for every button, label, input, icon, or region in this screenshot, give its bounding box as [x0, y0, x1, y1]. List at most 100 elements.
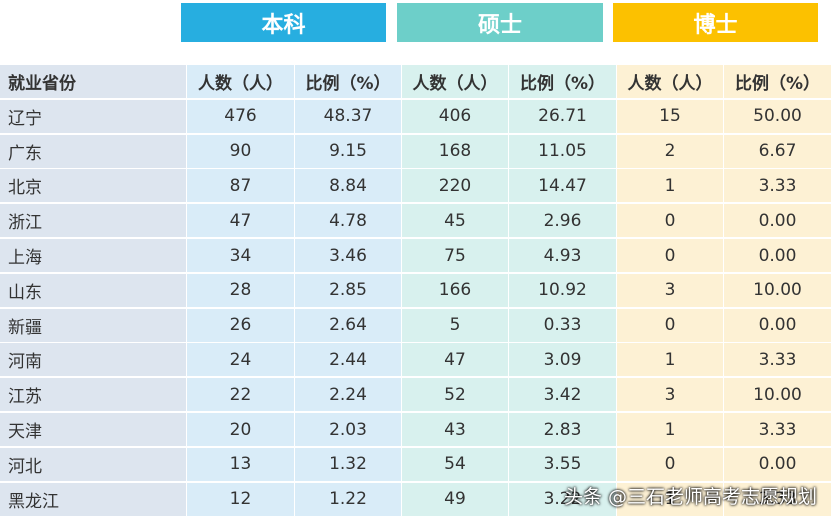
- table-cell: 0: [617, 308, 723, 342]
- table-cell: 0.00: [724, 239, 831, 272]
- table-cell: 10.00: [724, 378, 831, 412]
- table-cell: 1.32: [295, 447, 401, 481]
- header-row: 就业省份 人数（人） 比例（%） 人数（人） 比例（%） 人数（人） 比例（%）: [0, 65, 831, 98]
- table-row: 广东 90 9.15 168 11.05 2 6.67: [0, 134, 831, 168]
- table-cell: 49: [402, 482, 508, 516]
- table-row: 天津 20 2.03 43 2.83 1 3.33: [0, 413, 831, 446]
- table-cell: 5: [402, 308, 508, 342]
- table-cell: 河北: [0, 447, 186, 481]
- table-cell: 1: [617, 169, 723, 203]
- table-cell: 江苏: [0, 378, 186, 412]
- table-cell: 26: [187, 308, 294, 342]
- table-cell: 2.85: [295, 273, 401, 307]
- column-header: 人数（人）: [617, 65, 723, 98]
- table-cell: 0: [617, 447, 723, 481]
- table-cell: 2.03: [295, 413, 401, 446]
- table-cell: 0.00: [724, 308, 831, 342]
- table-cell: 0.00: [724, 447, 831, 481]
- table-row: 江苏 22 2.24 52 3.42 3 10.00: [0, 378, 831, 412]
- table-cell: 1.22: [295, 482, 401, 516]
- table-cell: 黑龙江: [0, 482, 186, 516]
- table-row: 辽宁 476 48.37 406 26.71 15 50.00: [0, 99, 831, 133]
- table-cell: 0: [617, 239, 723, 272]
- table-cell: 3.09: [509, 343, 616, 377]
- table-cell: 26.71: [509, 99, 616, 133]
- table-row: 山东 28 2.85 166 10.92 3 10.00: [0, 273, 831, 307]
- table-cell: 4.93: [509, 239, 616, 272]
- table-cell: 34: [187, 239, 294, 272]
- table-cell: 166: [402, 273, 508, 307]
- column-header: 人数（人）: [187, 65, 294, 98]
- table-cell: 1: [617, 482, 723, 516]
- group-header: 博士: [613, 3, 818, 42]
- table-cell: 3.33: [724, 343, 831, 377]
- table-cell: 406: [402, 99, 508, 133]
- group-header: 本科: [181, 3, 386, 42]
- table-cell: 2.44: [295, 343, 401, 377]
- table-cell: 15: [617, 99, 723, 133]
- table-cell: 天津: [0, 413, 186, 446]
- table-cell: 4.78: [295, 204, 401, 238]
- table-cell: 1: [617, 343, 723, 377]
- table-cell: 10.92: [509, 273, 616, 307]
- table-cell: 1: [617, 413, 723, 446]
- table-cell: 24: [187, 343, 294, 377]
- table-cell: 山东: [0, 273, 186, 307]
- table-cell: 广东: [0, 134, 186, 168]
- table-cell: 河南: [0, 343, 186, 377]
- table-cell: 3.33: [724, 482, 831, 516]
- table-row: 黑龙江 12 1.22 49 3.22 1 3.33: [0, 482, 831, 516]
- table-row: 河南 24 2.44 47 3.09 1 3.33: [0, 343, 831, 377]
- table-cell: 3.22: [509, 482, 616, 516]
- table-cell: 2.96: [509, 204, 616, 238]
- column-header: 比例（%）: [509, 65, 616, 98]
- table-cell: 45: [402, 204, 508, 238]
- table-cell: 0: [617, 204, 723, 238]
- table-cell: 220: [402, 169, 508, 203]
- column-header: 人数（人）: [402, 65, 508, 98]
- table-cell: 6.67: [724, 134, 831, 168]
- table-cell: 3.42: [509, 378, 616, 412]
- table-cell: 北京: [0, 169, 186, 203]
- table-cell: 10.00: [724, 273, 831, 307]
- table-cell: 75: [402, 239, 508, 272]
- table-cell: 3.33: [724, 413, 831, 446]
- table-cell: 20: [187, 413, 294, 446]
- table-cell: 476: [187, 99, 294, 133]
- group-header: 硕士: [397, 3, 603, 42]
- table-cell: 0.00: [724, 204, 831, 238]
- table-cell: 168: [402, 134, 508, 168]
- table-cell: 8.84: [295, 169, 401, 203]
- column-header: 就业省份: [0, 65, 186, 98]
- table-row: 北京 87 8.84 220 14.47 1 3.33: [0, 169, 831, 203]
- table-cell: 3.33: [724, 169, 831, 203]
- table-cell: 52: [402, 378, 508, 412]
- table-cell: 3: [617, 273, 723, 307]
- table-cell: 2.64: [295, 308, 401, 342]
- table-cell: 3.46: [295, 239, 401, 272]
- table-cell: 22: [187, 378, 294, 412]
- column-header: 比例（%）: [724, 65, 831, 98]
- table-cell: 2.83: [509, 413, 616, 446]
- table-cell: 新疆: [0, 308, 186, 342]
- table-cell: 3: [617, 378, 723, 412]
- table-cell: 11.05: [509, 134, 616, 168]
- table-cell: 43: [402, 413, 508, 446]
- table-cell: 0.33: [509, 308, 616, 342]
- table-cell: 辽宁: [0, 99, 186, 133]
- table-cell: 54: [402, 447, 508, 481]
- table-cell: 13: [187, 447, 294, 481]
- table-row: 浙江 47 4.78 45 2.96 0 0.00: [0, 204, 831, 238]
- table-cell: 87: [187, 169, 294, 203]
- table-cell: 12: [187, 482, 294, 516]
- table-cell: 2: [617, 134, 723, 168]
- table-cell: 浙江: [0, 204, 186, 238]
- watermark: 头条 @三石老师高考志愿规划: [563, 486, 817, 508]
- table-cell: 47: [402, 343, 508, 377]
- table-cell: 48.37: [295, 99, 401, 133]
- table-cell: 28: [187, 273, 294, 307]
- table-cell: 3.55: [509, 447, 616, 481]
- table-row: 上海 34 3.46 75 4.93 0 0.00: [0, 239, 831, 272]
- table-cell: 47: [187, 204, 294, 238]
